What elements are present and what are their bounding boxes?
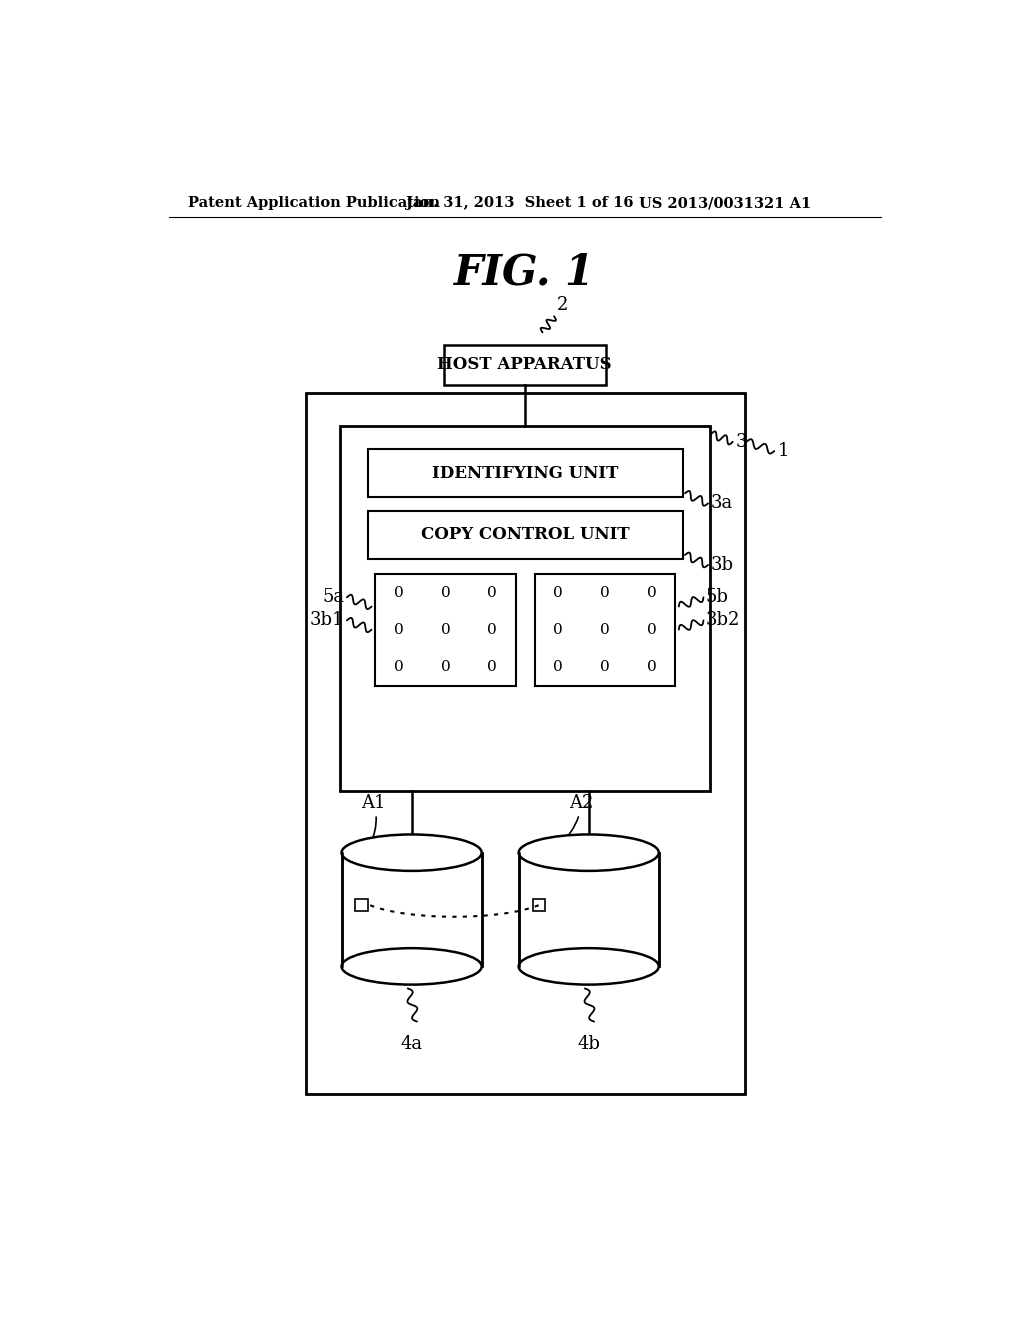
Text: US 2013/0031321 A1: US 2013/0031321 A1 [639,197,811,210]
Text: 0: 0 [440,586,451,599]
Bar [368,449,683,498]
Bar [518,853,658,966]
Text: 0: 0 [647,623,656,638]
Text: 0: 0 [394,586,403,599]
Bar [342,853,481,966]
Bar [532,899,545,911]
Text: 0: 0 [600,623,609,638]
Bar [444,345,605,385]
Text: 0: 0 [553,586,563,599]
Text: 0: 0 [394,660,403,675]
Text: 0: 0 [647,660,656,675]
Bar [368,511,683,558]
Text: 0: 0 [553,623,563,638]
Text: 3b1: 3b1 [310,611,345,630]
Text: HOST APPARATUS: HOST APPARATUS [437,356,612,374]
Text: 0: 0 [440,660,451,675]
Text: 0: 0 [647,586,656,599]
Bar [376,574,515,686]
Text: 5a: 5a [323,589,345,606]
Bar [355,899,368,911]
Text: Jan. 31, 2013  Sheet 1 of 16: Jan. 31, 2013 Sheet 1 of 16 [407,197,634,210]
Text: 0: 0 [487,586,497,599]
Text: 0: 0 [487,623,497,638]
Bar [340,426,710,792]
Text: 0: 0 [487,660,497,675]
Text: 0: 0 [553,660,563,675]
Text: IDENTIFYING UNIT: IDENTIFYING UNIT [432,465,618,482]
Text: 3b2: 3b2 [706,611,740,630]
Text: 1: 1 [778,442,790,459]
Text: 3: 3 [736,433,748,450]
Text: 0: 0 [600,586,609,599]
Ellipse shape [342,834,481,871]
Bar [535,574,675,686]
Ellipse shape [342,948,481,985]
Text: COPY CONTROL UNIT: COPY CONTROL UNIT [421,527,630,544]
Text: 2: 2 [556,296,567,314]
Text: Patent Application Publication: Patent Application Publication [188,197,440,210]
Text: FIG. 1: FIG. 1 [455,251,595,293]
Text: 0: 0 [600,660,609,675]
Text: 0: 0 [394,623,403,638]
Bar [306,393,745,1094]
Ellipse shape [518,948,658,985]
Text: 3b: 3b [711,556,733,574]
Ellipse shape [518,834,658,871]
Text: 4a: 4a [400,1035,423,1053]
Text: 4b: 4b [578,1035,600,1053]
Text: 5b: 5b [706,589,729,606]
Text: A1: A1 [361,793,386,843]
Text: 3a: 3a [711,495,732,512]
Text: A2: A2 [560,793,594,845]
Text: 0: 0 [440,623,451,638]
